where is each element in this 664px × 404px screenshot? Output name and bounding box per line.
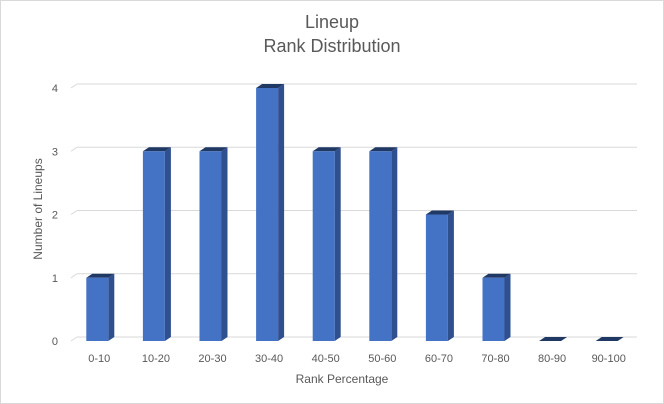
bar-side — [334, 147, 341, 341]
bar-side — [221, 147, 228, 341]
y-axis-ticks: 0 1 2 3 4 — [52, 83, 58, 348]
bar-top — [369, 147, 398, 152]
chart-subtitle: Rank Distribution — [263, 36, 400, 56]
bar-front — [425, 214, 448, 341]
bar — [312, 147, 341, 341]
chart-title: Lineup — [305, 12, 359, 32]
x-tick-label: 80-90 — [538, 353, 566, 365]
bar-front — [312, 151, 335, 341]
x-tick-label: 10-20 — [142, 353, 170, 365]
y-tick-label: 3 — [52, 146, 58, 158]
bar — [142, 147, 171, 341]
bar — [539, 337, 568, 341]
gridline-depth — [70, 336, 78, 342]
bar-front — [256, 88, 279, 341]
x-tick-label: 90-100 — [592, 353, 626, 365]
x-tick-label: 0-10 — [88, 353, 110, 365]
x-tick-label: 60-70 — [425, 353, 453, 365]
gridline-depth — [70, 83, 78, 89]
bar — [595, 337, 624, 341]
bar-top — [199, 147, 228, 152]
bar-side — [391, 147, 398, 341]
bar-front — [142, 151, 165, 341]
y-axis-title: Number of Lineups — [31, 158, 45, 259]
bar — [369, 147, 398, 341]
bar-side — [504, 273, 511, 341]
bar-top — [482, 273, 511, 278]
gridline-depth — [70, 273, 78, 279]
y-tick-label: 4 — [52, 83, 58, 95]
x-tick-label: 50-60 — [368, 353, 396, 365]
x-tick-label: 20-30 — [198, 353, 226, 365]
bar-side — [164, 147, 171, 341]
bar-top — [142, 147, 171, 152]
x-tick-label: 70-80 — [481, 353, 509, 365]
bar-side — [108, 273, 115, 341]
bar-top — [595, 337, 624, 341]
bar-front — [199, 151, 222, 341]
bar — [256, 84, 285, 341]
bar-top — [86, 273, 115, 278]
bar-side — [447, 210, 454, 341]
bar-front — [482, 277, 505, 341]
bar — [482, 273, 511, 341]
bar — [199, 147, 228, 341]
bars — [86, 84, 624, 341]
gridline-depth — [70, 210, 78, 215]
gridline-depth — [70, 146, 78, 152]
bar-front — [86, 277, 109, 341]
bar — [425, 210, 454, 341]
y-tick-label: 0 — [52, 336, 58, 348]
bar-side — [278, 84, 285, 341]
x-tick-label: 40-50 — [312, 353, 340, 365]
bar-top — [425, 210, 454, 215]
x-tick-label: 30-40 — [255, 353, 283, 365]
x-axis-ticks: 0-10 10-20 20-30 30-40 40-50 50-60 60-70 70-80 8… — [88, 353, 626, 365]
bar-top — [256, 84, 285, 88]
bar-front — [369, 151, 392, 341]
bar — [86, 273, 115, 341]
bar-top — [539, 337, 568, 341]
y-tick-label: 1 — [52, 273, 58, 285]
x-axis-title: Rank Percentage — [296, 372, 389, 386]
bar-top — [312, 147, 341, 152]
y-tick-label: 2 — [52, 210, 58, 222]
